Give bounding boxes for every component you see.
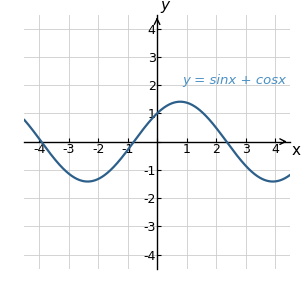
Text: x: x	[291, 143, 300, 158]
Text: y = sinx + cosx: y = sinx + cosx	[182, 74, 286, 87]
Text: y: y	[160, 0, 169, 13]
